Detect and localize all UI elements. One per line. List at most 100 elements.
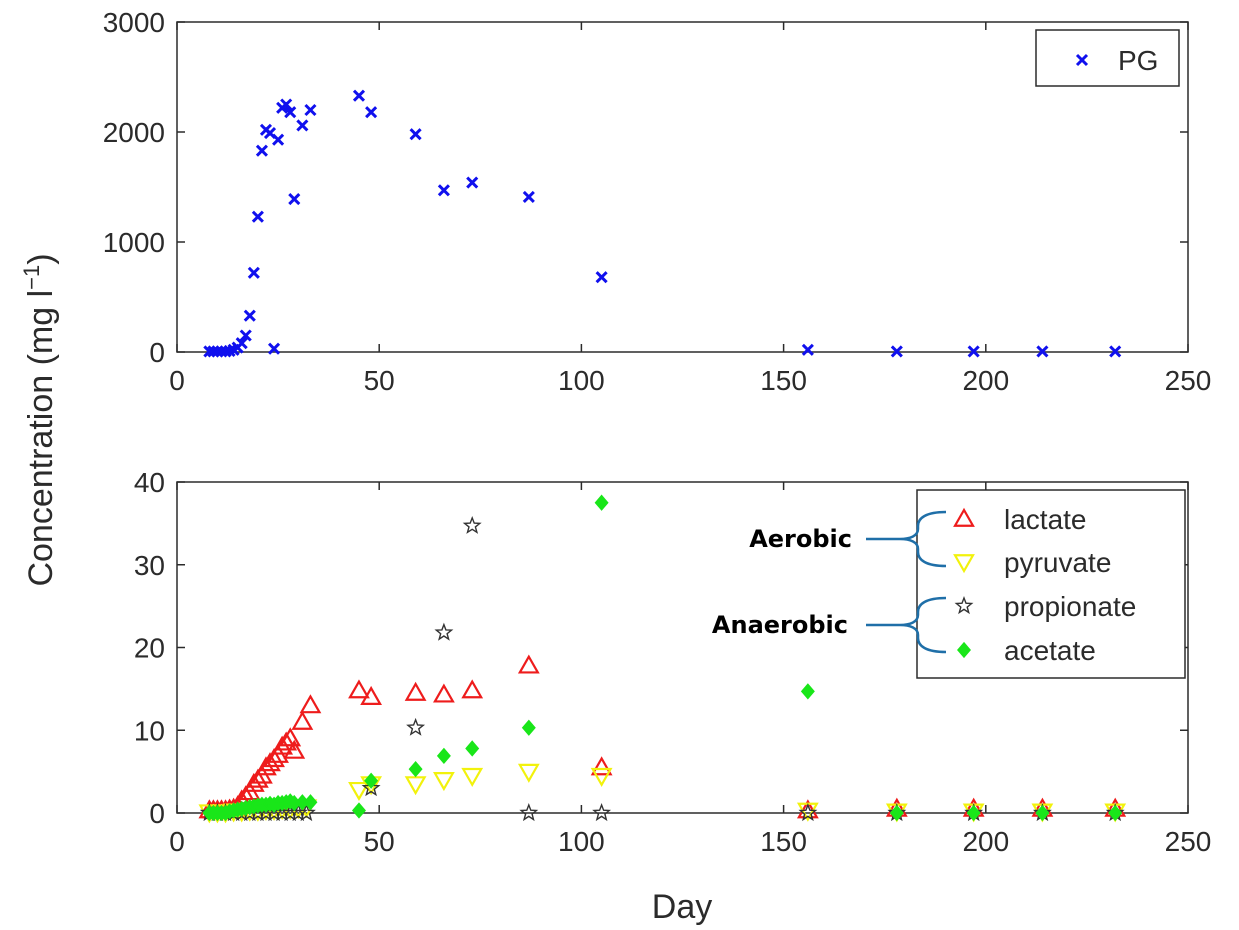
lactate-point [263,747,285,768]
x-tick-label: 250 [1165,826,1212,857]
lactate-point [796,799,819,819]
y-tick-label: 0 [149,337,165,368]
lactate-point [404,681,427,701]
pyruvate-point [348,781,370,802]
series-pg [203,89,1122,358]
annotation-label: Aerobic [749,525,852,553]
pg-point [280,98,293,111]
acetate-point [303,794,318,811]
legend: PG [1035,29,1180,87]
legend-box [1035,29,1180,87]
pg-point [251,210,264,223]
legend-pyruvate-marker [953,554,975,574]
lactate-point [275,731,298,751]
pg-point [437,184,450,197]
pg-point [247,266,260,279]
axes-box [176,21,1189,353]
pg-point [239,329,252,342]
annotation-aerobic: Aerobic [749,510,947,568]
lactate-point [283,739,306,759]
x-tick-label: 200 [962,365,1009,396]
acetate-point [436,747,451,765]
y-tick-label: 30 [134,550,165,581]
legend-label: pyruvate [1004,547,1111,578]
brace-icon [899,510,947,568]
x-tick-label: 150 [760,826,807,857]
x-tick-label: 0 [169,826,185,857]
acetate-point [889,804,904,822]
lactate-point [348,679,370,699]
legend-propionate-marker [954,596,974,615]
legend-label: PG [1118,45,1158,76]
pg-point [288,193,301,206]
acetate-point [408,760,423,778]
x-tick-label: 250 [1165,365,1212,396]
acids-panel: 0 50 100 150 200 250 0 10 20 30 40 lactate pyruvate p… [134,467,1212,857]
propionate-point [519,803,539,822]
legend-label: acetate [1004,635,1096,666]
pyruvate-point [517,763,540,783]
propionate-point [592,803,612,822]
x-tick-label: 100 [558,826,605,857]
acetate-point [465,740,480,757]
acetate-point [594,494,609,511]
pg-point [365,106,378,119]
y-tick-label: 20 [134,633,165,664]
x-tick-label: 50 [364,365,395,396]
lactate-point [299,694,322,714]
propionate-point [296,803,316,822]
acetate-point [1035,804,1050,822]
pyruvate-point [590,767,613,787]
pg-panel: 0 50 100 150 200 250 0 1000 2000 3000 PG [103,7,1212,396]
pg-point [1109,345,1122,358]
pyruvate-point [433,772,455,792]
lactate-point [461,679,484,699]
pg-point [522,190,535,203]
pg-point [267,342,281,355]
propionate-point [434,622,454,641]
propionate-point [462,515,482,534]
pg-point [243,309,256,322]
acetate-point [351,802,366,819]
pg-point [284,106,297,119]
x-tick-label: 50 [364,826,395,857]
y-axis-title: Concentration (mg l−1) [19,253,60,586]
series-lactate [198,654,1127,819]
legend-pg-marker [1075,53,1089,67]
lactate-point [590,756,613,776]
x-tick-label: 0 [169,365,185,396]
pg-point [1036,345,1049,358]
legend-label: lactate [1004,504,1087,535]
lactate-point [246,768,269,788]
x-axis-title: Day [652,888,712,926]
pg-point [304,103,317,117]
pg-point [890,345,903,358]
pg-point [235,337,248,350]
legend-lactate-marker [953,507,975,527]
acetate-point [364,772,379,789]
y-tick-label: 3000 [103,7,165,38]
series-acetate [202,494,1123,822]
lactate-point [279,727,302,747]
pg-point [296,119,309,132]
pg-point [466,176,479,189]
acetate-point [1108,804,1123,822]
legend-label: propionate [1004,591,1136,622]
x-tick-label: 100 [558,365,605,396]
lactate-point [360,685,383,706]
legend: lactate pyruvate propionate acetate [916,489,1186,679]
pg-point [272,133,285,146]
annotation-anaerobic: Anaerobic [712,596,947,654]
x-tick-label: 150 [760,365,807,396]
pyruvate-point [461,767,484,787]
brace-icon [899,596,947,654]
propionate-point [798,803,818,822]
annotation-label: Anaerobic [712,611,848,639]
pg-point [801,343,814,356]
acetate-point [521,719,536,736]
y-tick-label: 40 [134,467,165,498]
lactate-point [291,710,314,730]
y-tick-label: 2000 [103,117,165,148]
pg-point [409,128,422,141]
